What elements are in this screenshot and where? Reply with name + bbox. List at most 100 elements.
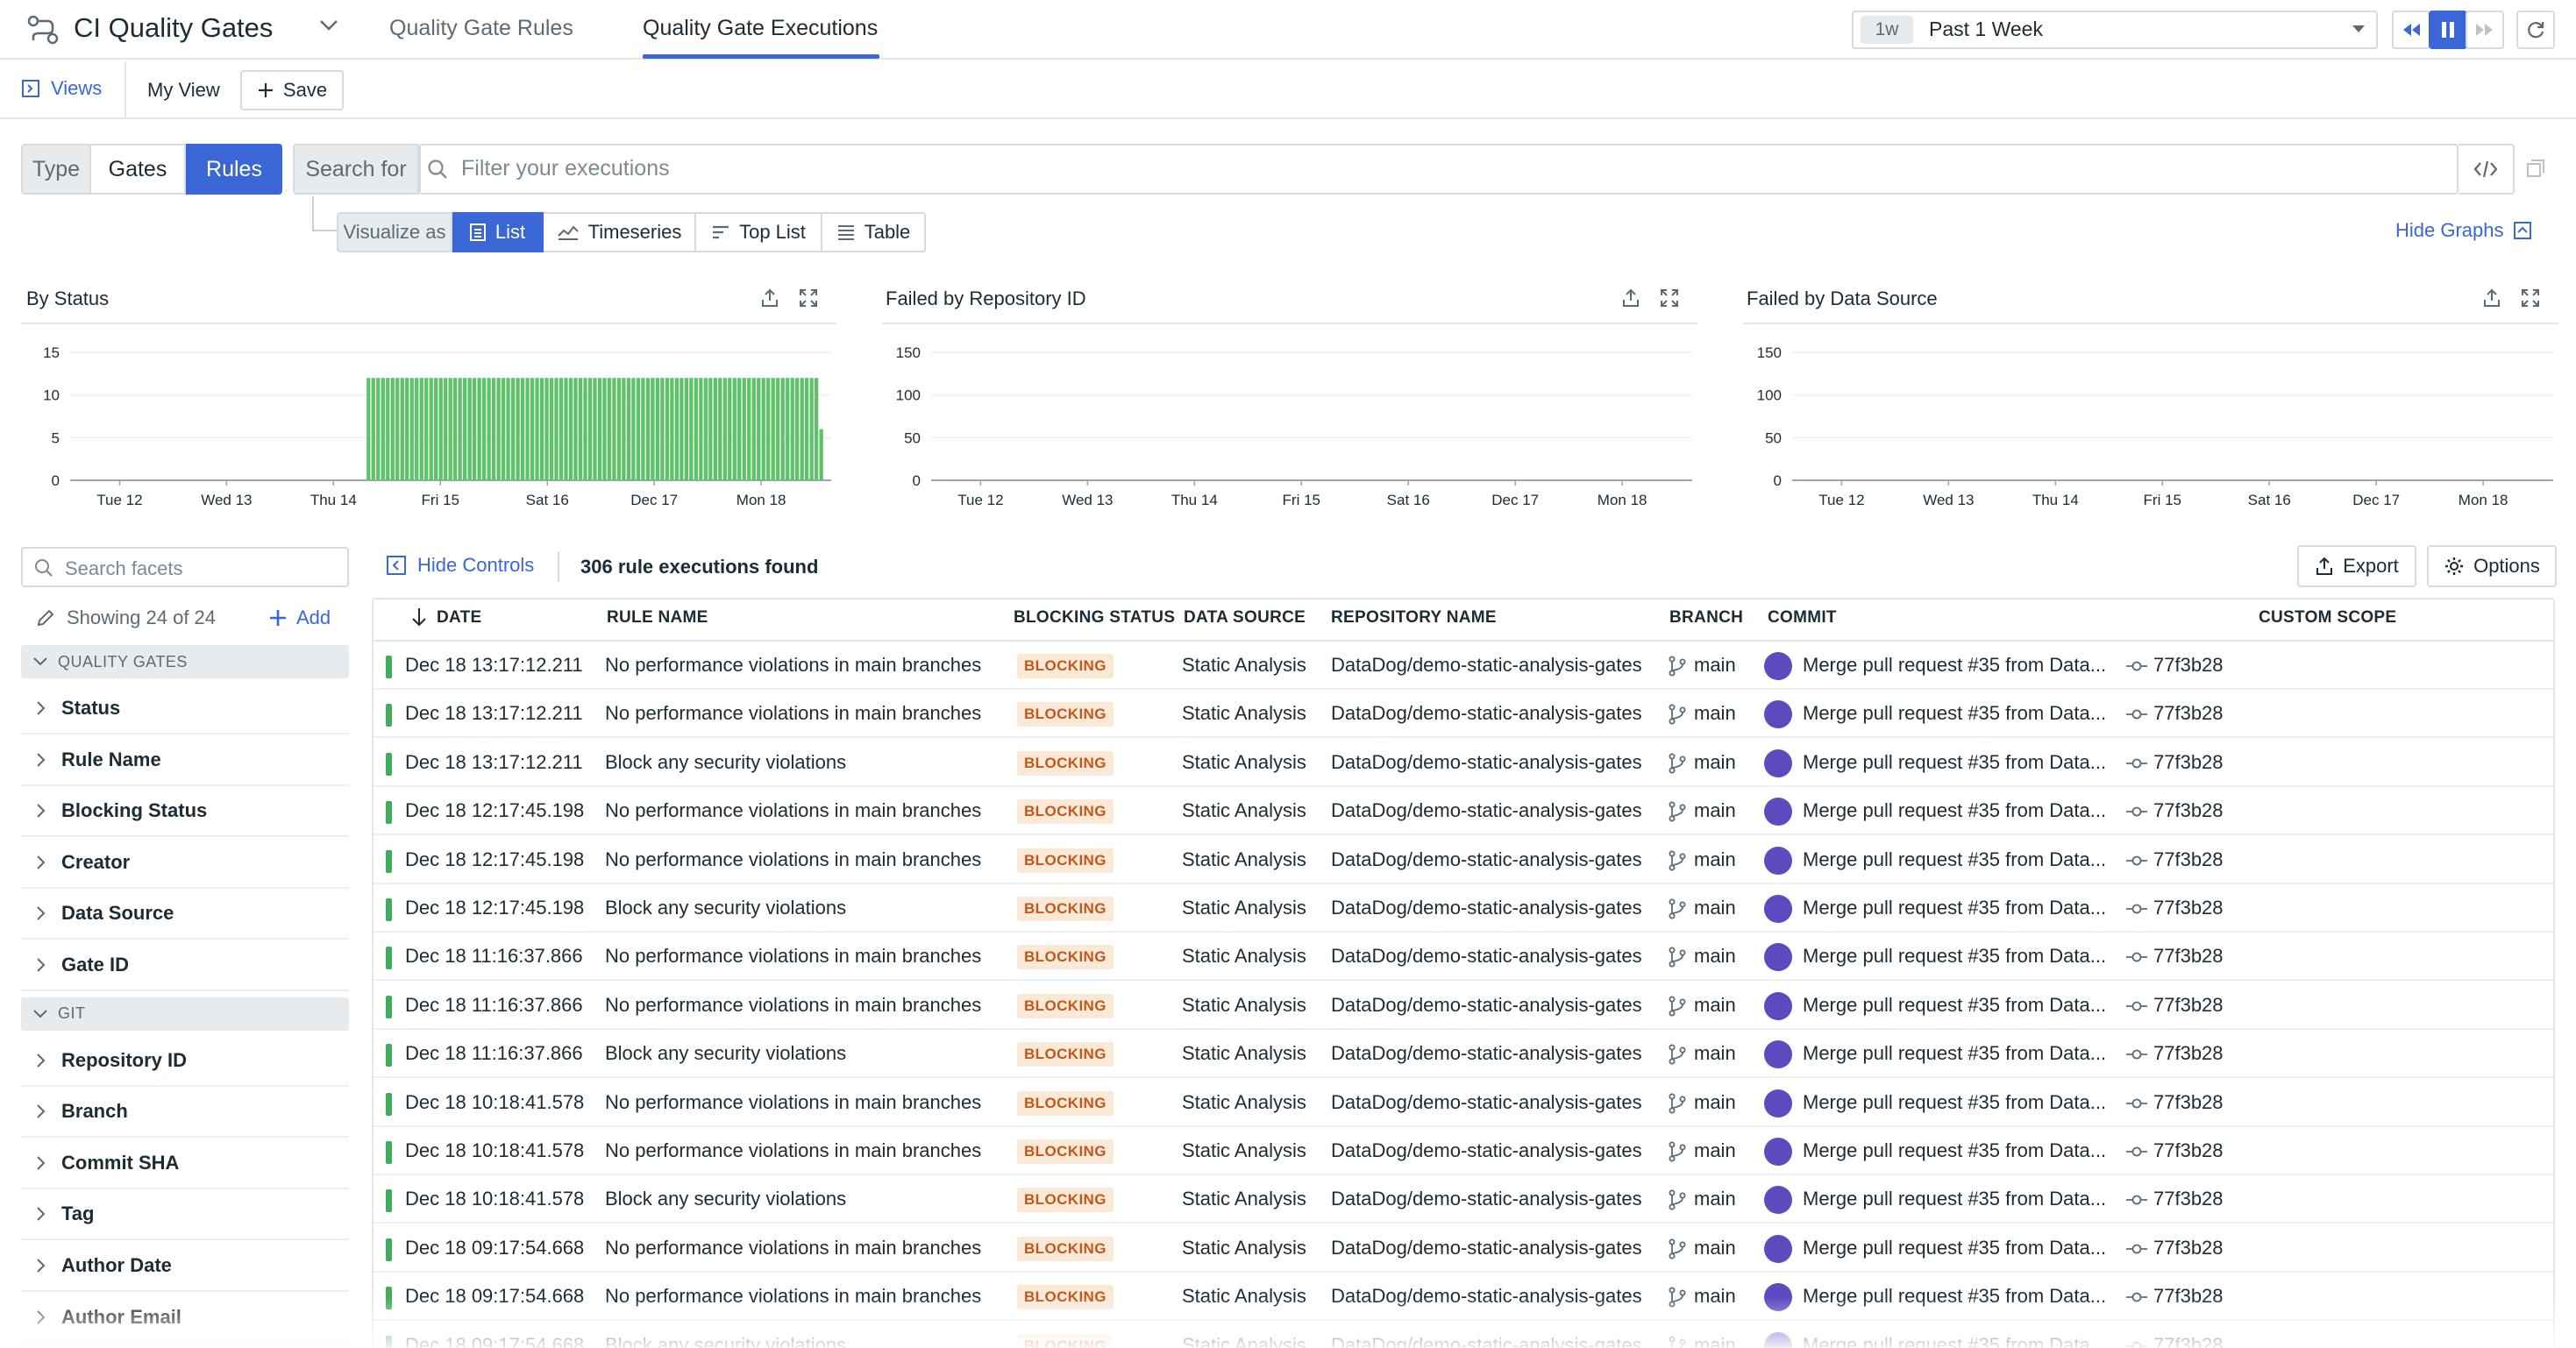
options-button[interactable]: Options [2427,545,2557,587]
hide-graphs-button[interactable]: Hide Graphs [2395,219,2532,242]
facet-gate-id[interactable]: Gate ID [21,940,349,991]
code-view-button[interactable] [2459,144,2515,195]
cell-commit-sha[interactable]: 77f3b28 [2153,750,2224,773]
cell-commit-sha[interactable]: 77f3b28 [2153,1042,2224,1065]
cell-commit-sha[interactable]: 77f3b28 [2153,1139,2224,1161]
bar [568,378,573,480]
visualize-list-button[interactable]: List [452,212,544,252]
x-tick-label: Sat 16 [526,492,569,508]
sort-desc-icon[interactable] [410,607,428,628]
table-row[interactable]: Dec 18 09:17:54.668 No performance violat… [374,1224,2553,1273]
cell-commit-sha[interactable]: 77f3b28 [2153,799,2224,822]
pause-button[interactable] [2429,11,2467,49]
facet-branch[interactable]: Branch [21,1087,349,1139]
cell-commit-sha[interactable]: 77f3b28 [2153,1090,2224,1113]
column-header-repository-name[interactable]: REPOSITORY NAME [1331,608,1497,627]
cell-commit-sha[interactable]: 77f3b28 [2153,1236,2224,1259]
x-tick-label: Fri 15 [422,492,459,508]
tab-quality-gate-executions[interactable]: Quality Gate Executions [643,16,879,40]
visualize-timeseries-button[interactable]: Timeseries [544,212,696,252]
table-row[interactable]: Dec 18 10:18:41.578 No performance violat… [374,1127,2553,1175]
add-facet-button[interactable]: Add [268,607,331,629]
export-icon[interactable] [2481,287,2502,309]
table-row[interactable]: Dec 18 13:17:12.211 No performance violat… [374,642,2553,690]
facet-data-source[interactable]: Data Source [21,889,349,940]
caret-down-icon[interactable] [2352,25,2366,33]
table-row[interactable]: Dec 18 13:17:12.211 Block any security vi… [374,739,2553,787]
expand-icon[interactable] [2520,287,2541,309]
export-label: Export [2343,555,2399,577]
showing-label: Showing 24 of 24 [67,607,217,628]
cell-commit-message: Merge pull request #35 from Data... [1803,1236,2107,1259]
facet-group-quality-gates[interactable]: QUALITY GATES [21,645,349,678]
column-header-data-source[interactable]: DATA SOURCE [1184,608,1306,627]
facet-group-git[interactable]: GIT [21,997,349,1031]
fast-forward-button[interactable] [2466,11,2504,49]
visualize-table-button[interactable]: Table [822,212,926,252]
time-range-selector[interactable] [1852,11,2378,49]
column-header-rule-name[interactable]: RULE NAME [607,608,708,627]
facet-status[interactable]: Status [21,684,349,734]
cell-commit-sha[interactable]: 77f3b28 [2153,848,2224,870]
cell-rule-name: No performance violations in main branch… [605,945,982,968]
bar [670,378,674,480]
facet-search-input[interactable] [21,547,349,587]
tab-quality-gate-rules[interactable]: Quality Gate Rules [389,16,573,40]
table-row[interactable]: Dec 18 12:17:45.198 No performance violat… [374,836,2553,884]
facet-author-date[interactable]: Author Date [21,1241,349,1292]
facet-creator[interactable]: Creator [21,838,349,889]
column-header-blocking-status[interactable]: BLOCKING STATUS [1014,608,1176,627]
export-button[interactable]: Export [2297,545,2416,587]
expand-icon[interactable] [1659,287,1680,309]
column-header-commit[interactable]: COMMIT [1768,608,1837,627]
type-option-gates[interactable]: Gates [91,144,186,195]
cell-commit-sha[interactable]: 77f3b28 [2153,897,2224,919]
table-row[interactable]: Dec 18 10:18:41.578 No performance violat… [374,1079,2553,1127]
export-icon[interactable] [1620,287,1641,309]
refresh-button[interactable] [2516,11,2555,49]
cell-commit-sha[interactable]: 77f3b28 [2153,702,2224,725]
x-tick-label: Fri 15 [1283,492,1320,508]
status-indicator [386,1044,392,1068]
table-row[interactable]: Dec 18 11:16:37.866 Block any security vi… [374,1030,2553,1079]
avatar [1764,943,1792,972]
facet-blocking-status[interactable]: Blocking Status [21,786,349,838]
table-row[interactable]: Dec 18 13:17:12.211 No performance violat… [374,690,2553,739]
save-view-button[interactable]: Save [240,70,344,110]
cell-commit-sha[interactable]: 77f3b28 [2153,945,2224,968]
cell-commit-sha[interactable]: 77f3b28 [2153,1188,2224,1210]
column-header-custom-scope[interactable]: CUSTOM SCOPE [2259,608,2397,627]
search-input[interactable] [419,144,2459,195]
blocking-badge: BLOCKING [1017,1188,1114,1213]
pencil-icon[interactable] [35,607,56,628]
export-icon[interactable] [759,287,780,309]
table-row[interactable]: Dec 18 10:18:41.578 Block any security vi… [374,1175,2553,1224]
cell-commit-sha[interactable]: 77f3b28 [2153,654,2224,676]
rewind-button[interactable] [2392,11,2430,49]
hide-controls-button[interactable]: Hide Controls [386,554,534,577]
avatar [1764,748,1792,777]
cell-rule-name: No performance violations in main branch… [605,1139,982,1161]
copy-icon[interactable] [2525,158,2546,179]
visualize-top-list-button[interactable]: Top List [696,212,822,252]
table-row[interactable]: Dec 18 12:17:45.198 Block any security vi… [374,884,2553,933]
chevron-down-icon[interactable] [319,19,338,32]
table-row[interactable]: Dec 18 11:16:37.866 No performance violat… [374,933,2553,982]
column-header-date[interactable]: DATE [437,608,482,627]
facet-repository-id[interactable]: Repository ID [21,1036,349,1087]
facet-label: Author Date [61,1254,172,1276]
expand-icon[interactable] [798,287,819,309]
facet-commit-sha[interactable]: Commit SHA [21,1139,349,1189]
views-label: Views [51,77,103,99]
views-button[interactable]: Views [21,77,102,100]
bar [409,378,414,480]
table-row[interactable]: Dec 18 12:17:45.198 No performance violat… [374,787,2553,836]
column-header-branch[interactable]: BRANCH [1669,608,1744,627]
facet-tag[interactable]: Tag [21,1189,349,1241]
facet-rule-name[interactable]: Rule Name [21,735,349,786]
table-row[interactable]: Dec 18 11:16:37.866 No performance violat… [374,982,2553,1030]
cell-commit-sha[interactable]: 77f3b28 [2153,993,2224,1016]
type-option-rules[interactable]: Rules [186,144,282,195]
bar [597,378,602,480]
current-view-name[interactable]: My View [147,79,220,101]
